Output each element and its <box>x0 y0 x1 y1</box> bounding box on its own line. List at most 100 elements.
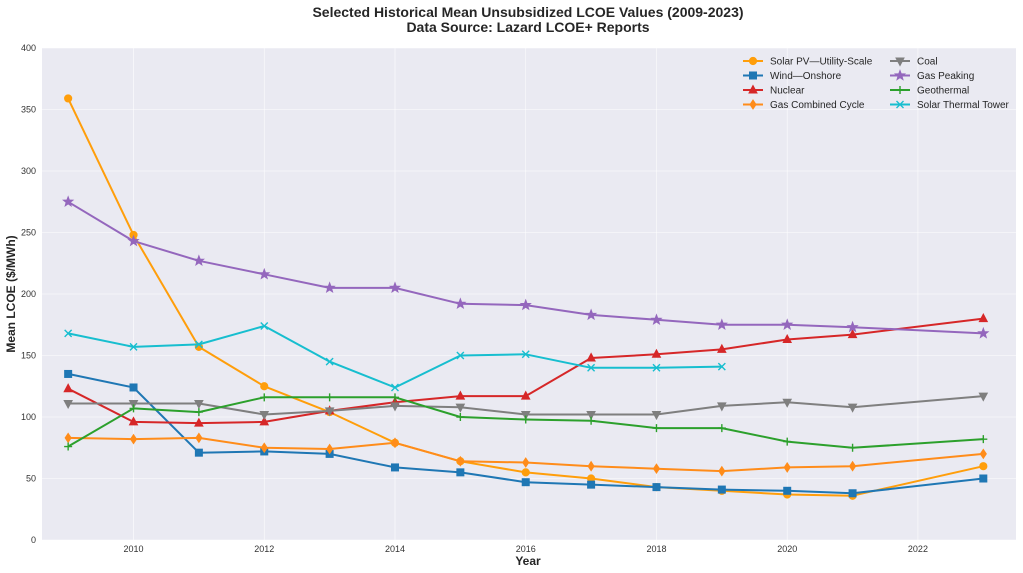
series-coal <box>63 392 989 421</box>
legend-label: Gas Combined Cycle <box>770 100 865 111</box>
legend-label: Gas Peaking <box>917 71 974 82</box>
data-point-gas-combined-cycle <box>456 455 464 467</box>
series-line-solar-pv-utility-scale <box>67 97 984 497</box>
data-point-nuclear <box>717 343 727 353</box>
legend-item-solar-pv-utility-scale: Solar PV—Utility-Scale <box>743 57 873 68</box>
data-point-solar-pv-utility-scale <box>64 94 73 103</box>
legend-label: Solar Thermal Tower <box>917 100 1010 111</box>
data-point-gas-peaking <box>388 281 402 294</box>
legend-item-geothermal: Geothermal <box>890 86 969 97</box>
x-tick-label: 2016 <box>516 544 536 554</box>
data-point-gas-peaking <box>781 318 794 330</box>
data-point-coal <box>194 399 204 410</box>
data-point-gas-combined-cycle <box>848 460 857 472</box>
data-point-wind-onshore <box>129 383 138 392</box>
data-point-gas-peaking <box>977 326 990 339</box>
data-point-solar-thermal-tower <box>390 383 399 392</box>
legend-marker <box>749 71 757 80</box>
y-axis-ticks: 0 50 100 150 200 250 300 350 400 <box>21 43 36 545</box>
data-point-wind-onshore <box>848 489 857 498</box>
data-point-gas-combined-cycle <box>979 448 987 460</box>
data-point-geothermal <box>194 408 203 417</box>
data-point-nuclear <box>586 352 596 362</box>
data-point-geothermal <box>260 393 269 402</box>
data-point-geothermal <box>979 435 988 444</box>
data-point-solar-thermal-tower <box>587 363 596 372</box>
legend-marker <box>895 57 905 67</box>
data-point-solar-thermal-tower <box>456 351 465 360</box>
y-tick-label: 100 <box>21 412 36 422</box>
y-tick-label: 200 <box>21 289 36 299</box>
x-tick-label: 2014 <box>385 544 405 554</box>
data-point-geothermal <box>325 393 334 402</box>
data-point-gas-combined-cycle <box>64 432 72 444</box>
data-point-gas-peaking <box>846 320 859 333</box>
series-gas-peaking <box>62 195 990 339</box>
data-point-coal <box>259 411 270 421</box>
legend-item-nuclear: Nuclear <box>743 84 805 97</box>
y-axis-label: Mean LCOE ($/MWh) <box>4 235 18 352</box>
series-line-geothermal <box>67 396 984 449</box>
data-point-solar-thermal-tower <box>64 329 73 338</box>
y-tick-label: 250 <box>21 228 36 238</box>
data-point-wind-onshore <box>652 483 661 492</box>
series-line-gas-peaking <box>67 200 984 335</box>
data-point-solar-pv-utility-scale <box>260 382 269 391</box>
chart-subtitle: Data Source: Lazard LCOE+ Reports <box>406 19 649 35</box>
legend: Solar PV—Utility-Scale Wind—Onshore Nuclea… <box>743 57 1010 111</box>
legend-marker <box>748 56 758 66</box>
legend-marker <box>893 69 907 81</box>
data-point-wind-onshore <box>194 448 203 457</box>
chart-title: Selected Historical Mean Unsubsidized LC… <box>312 4 743 20</box>
data-point-coal <box>717 402 727 412</box>
data-point-nuclear <box>63 383 73 393</box>
data-point-solar-thermal-tower <box>652 363 661 372</box>
data-point-solar-thermal-tower <box>717 362 726 371</box>
legend-label: Nuclear <box>770 86 805 97</box>
legend-marker <box>749 99 757 110</box>
data-point-coal <box>586 411 596 421</box>
data-point-gas-peaking <box>62 195 75 207</box>
data-point-solar-pv-utility-scale <box>521 468 530 477</box>
data-point-wind-onshore <box>979 474 988 483</box>
data-point-gas-peaking <box>650 313 663 326</box>
data-point-gas-peaking <box>584 308 598 321</box>
series-group <box>62 94 990 500</box>
y-tick-label: 50 <box>26 474 36 484</box>
legend-marker <box>896 86 904 94</box>
series-line-nuclear <box>67 317 984 425</box>
legend-item-gas-peaking: Gas Peaking <box>890 69 974 82</box>
x-tick-label: 2020 <box>777 544 797 554</box>
y-tick-label: 0 <box>31 535 36 545</box>
x-tick-label: 2022 <box>908 544 928 554</box>
data-point-wind-onshore <box>587 480 596 489</box>
data-point-gas-peaking <box>192 254 205 266</box>
data-point-gas-combined-cycle <box>326 443 334 455</box>
data-point-gas-combined-cycle <box>522 457 530 468</box>
series-line-coal <box>68 395 984 416</box>
data-point-solar-thermal-tower <box>129 342 138 351</box>
legend-label: Wind—Onshore <box>770 71 842 82</box>
series-solar-thermal-tower <box>64 321 726 392</box>
data-point-nuclear <box>194 417 204 427</box>
data-point-gas-combined-cycle <box>195 432 203 444</box>
data-point-solar-thermal-tower <box>325 357 334 366</box>
data-point-coal <box>782 398 793 408</box>
data-point-wind-onshore <box>390 463 399 472</box>
data-point-geothermal <box>456 413 465 421</box>
data-point-coal <box>390 402 400 412</box>
legend-label: Solar PV—Utility-Scale <box>770 57 873 68</box>
x-axis-ticks: 2010 2012 2014 2016 2018 2020 2022 <box>124 544 928 554</box>
y-tick-label: 400 <box>21 43 36 53</box>
data-point-gas-peaking <box>519 298 532 311</box>
data-point-nuclear <box>782 333 793 344</box>
x-tick-label: 2018 <box>646 544 666 554</box>
legend-item-gas-combined-cycle: Gas Combined Cycle <box>743 99 865 111</box>
data-point-gas-combined-cycle <box>129 433 138 445</box>
data-point-geothermal <box>652 424 661 433</box>
data-point-gas-combined-cycle <box>718 465 726 477</box>
y-tick-label: 300 <box>21 166 36 176</box>
data-point-nuclear <box>847 329 858 339</box>
data-point-geothermal <box>848 443 857 452</box>
